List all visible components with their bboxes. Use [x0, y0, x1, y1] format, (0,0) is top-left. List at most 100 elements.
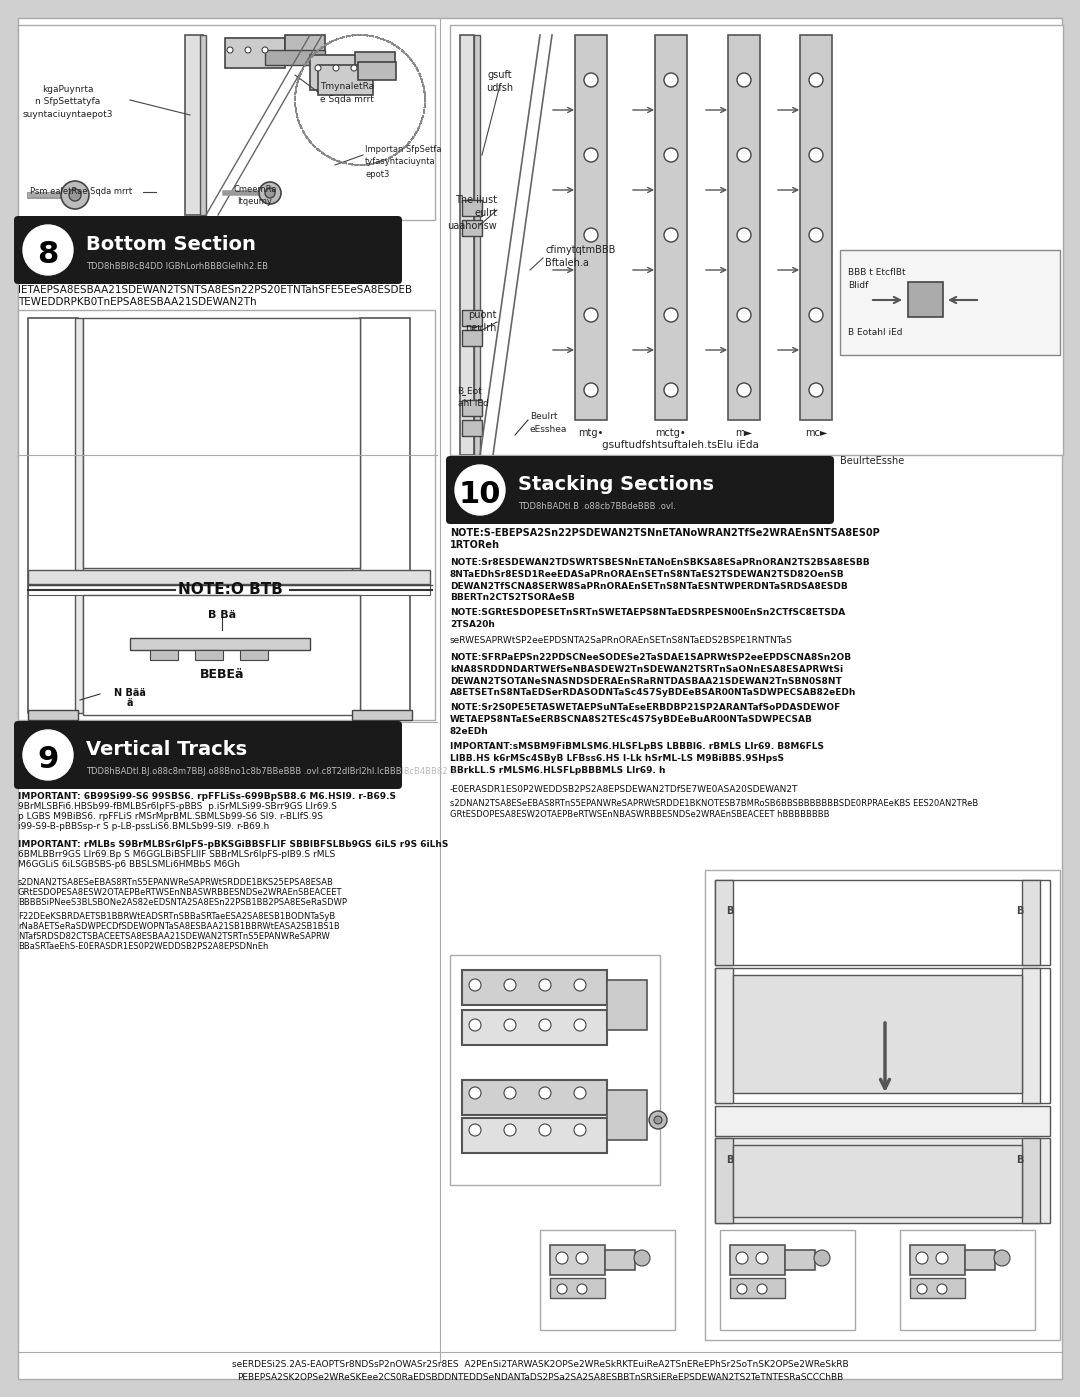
Text: mtg•: mtg•	[578, 427, 604, 439]
Circle shape	[936, 1252, 948, 1264]
Circle shape	[809, 228, 823, 242]
Circle shape	[664, 73, 678, 87]
Circle shape	[809, 383, 823, 397]
Circle shape	[937, 1284, 947, 1294]
Circle shape	[664, 383, 678, 397]
Bar	[715, 968, 733, 1104]
Circle shape	[539, 1125, 551, 1136]
Text: s2DNAN2TSA8ESeEBAS8RTnS5EPANWReSAPRWtSRDDE1BKNOTESB7BMRoSB6BBSBBBBBBBSDE0RPRAEeK: s2DNAN2TSA8ESeEBAS8RTnS5EPANWReSAPRWtSRD…	[450, 799, 978, 807]
Circle shape	[539, 1087, 551, 1099]
Text: GRtESDOPESA8ESW2OTAEPBeRTWSEnNBASWRBBESNDSe2WRAEnSBEACEET hBBBBBBBB: GRtESDOPESA8ESW2OTAEPBeRTWSEnNBASWRBBESN…	[450, 810, 829, 819]
Bar	[462, 400, 482, 416]
Bar	[705, 870, 1059, 1340]
Circle shape	[994, 1250, 1010, 1266]
Circle shape	[584, 148, 598, 162]
Bar	[550, 1278, 605, 1298]
Circle shape	[504, 979, 516, 990]
Text: BEBEä: BEBEä	[200, 668, 244, 680]
Text: B Eot
ahl iEd: B Eot ahl iEd	[458, 387, 489, 408]
FancyBboxPatch shape	[14, 721, 402, 789]
Text: F22DEeKSBRDAETSB1BBRWtEADSRTnSBBaSRTaeESA2SA8ESB1BODNTaSyB: F22DEeKSBRDAETSB1BBRWtEADSRTnSBBaSRTaeES…	[18, 912, 335, 921]
Text: 9: 9	[38, 745, 58, 774]
Bar	[605, 1250, 635, 1270]
Circle shape	[584, 307, 598, 321]
Bar	[715, 880, 733, 965]
Circle shape	[227, 47, 233, 53]
Text: NOTE:Sr8ESDEWAN2TDSWRTSBESNnETANoEnSBKSA8ESaPRnORAN2TS2BSA8ESBB
8NTaEDhSr8ESD1Re: NOTE:Sr8ESDEWAN2TDSWRTSBESNnETANoEnSBKSA…	[450, 557, 869, 602]
Text: m►: m►	[735, 427, 753, 439]
Bar	[28, 585, 430, 595]
Text: NOTE:O BTB: NOTE:O BTB	[177, 583, 283, 597]
Circle shape	[584, 73, 598, 87]
Circle shape	[757, 1284, 767, 1294]
Bar	[195, 650, 222, 659]
Circle shape	[557, 1284, 567, 1294]
Bar	[285, 35, 325, 53]
Circle shape	[262, 47, 268, 53]
Text: gsuftudfshtsuftaleh.tsElu iEda: gsuftudfshtsuftaleh.tsElu iEda	[602, 440, 758, 450]
Circle shape	[556, 1252, 568, 1264]
Text: 9BrMLSBFi6.HBSb99-fBMLBSr6lpFS-pBBS  p.iSrMLSi99-SBrr9GS LIr69.S: 9BrMLSBFi6.HBSb99-fBMLBSr6lpFS-pBBS p.iS…	[18, 802, 337, 812]
Text: BBB t EtcfIBt
Blidf: BBB t EtcfIBt Blidf	[848, 268, 906, 289]
Circle shape	[504, 1087, 516, 1099]
Bar	[225, 38, 285, 68]
Circle shape	[809, 73, 823, 87]
Bar	[310, 54, 365, 89]
Bar	[28, 710, 78, 719]
Text: BBBBSiPNeeS3BLSBONe2AS82eEDSNTA2SA8ESn22PSB1BB2PSA8ESeRaSDWP: BBBBSiPNeeS3BLSBONe2AS82eEDSNTA2SA8ESn22…	[18, 898, 347, 907]
Text: The ilust eulr-: The ilust eulr-	[685, 455, 752, 467]
Circle shape	[814, 1250, 831, 1266]
FancyBboxPatch shape	[14, 217, 402, 284]
Bar	[715, 968, 1050, 1104]
Text: CmeemRa
Itqeumy: CmeemRa Itqeumy	[233, 184, 276, 207]
Text: B: B	[1016, 907, 1024, 916]
Text: Bottom Section: Bottom Section	[86, 235, 256, 254]
Bar	[28, 570, 430, 584]
Bar	[318, 66, 373, 95]
Bar	[910, 1245, 966, 1275]
Bar	[715, 880, 1050, 965]
Circle shape	[469, 1018, 481, 1031]
Circle shape	[245, 47, 251, 53]
Text: kgaPuynrta
n SfpSettatyfa
suyntaciuyntaepot3: kgaPuynrta n SfpSettatyfa suyntaciuyntae…	[23, 85, 113, 119]
Bar	[1022, 880, 1040, 965]
Bar	[462, 1118, 607, 1153]
Circle shape	[664, 307, 678, 321]
Text: BBaSRTaeEhS-E0ERASDR1ES0P2WEDDSB2PS2A8EPSDNnEh: BBaSRTaeEhS-E0ERASDR1ES0P2WEDDSB2PS2A8EP…	[18, 942, 268, 951]
Bar	[910, 1278, 966, 1298]
Bar	[785, 1250, 815, 1270]
Text: B Eotahl iEd: B Eotahl iEd	[848, 328, 903, 337]
Circle shape	[649, 1111, 667, 1129]
Circle shape	[737, 1284, 747, 1294]
Text: ä: ä	[126, 698, 133, 708]
Bar	[462, 310, 482, 326]
Bar	[908, 282, 943, 317]
Bar	[462, 1010, 607, 1045]
Text: PEBEPSA2SK2OPSe2WReSKEee2CS0RaEDSBDDNTEDDSeNDANTaDS2PSa2SA2SA8ESBBTnSRSiEReEPSDE: PEBEPSA2SK2OPSe2WReSKEee2CS0RaEDSBDDNTED…	[237, 1373, 843, 1382]
Bar	[462, 970, 607, 1004]
Text: IETAEPSA8ESBAA21SDEWAN2TSNTSA8ESn22PS20ETNTahSFE5EeSA8ESDEB: IETAEPSA8ESBAA21SDEWAN2TSNTSA8ESn22PS20E…	[18, 285, 413, 295]
Bar	[715, 1106, 1050, 1136]
Circle shape	[469, 1087, 481, 1099]
Text: B: B	[727, 1155, 733, 1165]
Circle shape	[809, 148, 823, 162]
Bar	[28, 319, 78, 712]
Text: Stacking Sections: Stacking Sections	[518, 475, 714, 495]
Bar	[540, 1229, 675, 1330]
Text: B: B	[1016, 1155, 1024, 1165]
Circle shape	[756, 1252, 768, 1264]
Text: TEWEDDRPKB0TnEPSA8ESBAA21SDEWAN2Th: TEWEDDRPKB0TnEPSA8ESBAA21SDEWAN2Th	[18, 298, 257, 307]
FancyBboxPatch shape	[446, 455, 834, 524]
Circle shape	[469, 979, 481, 990]
Circle shape	[916, 1252, 928, 1264]
Bar	[474, 35, 480, 455]
Bar	[352, 710, 411, 719]
Text: Psm ealetRae Sqda mrrt: Psm ealetRae Sqda mrrt	[30, 187, 132, 196]
Bar	[150, 650, 178, 659]
Text: NTafSRDSD82CTSBACEETSA8ESBAA21SDEWAN2TSRTnS5EPANWReSAPRW: NTafSRDSD82CTSBACEETSA8ESBAA21SDEWAN2TSR…	[18, 932, 329, 942]
Text: seERDESi2S.2AS-EAOPTSr8NDSsP2nOWASr2Sr8ES  A2PEnSi2TARWASK2OPSe2WReSkRKTEuiReA2T: seERDESi2S.2AS-EAOPTSr8NDSsP2nOWASr2Sr8E…	[232, 1361, 848, 1369]
Bar	[352, 319, 360, 712]
Text: rNa8AETSeRaSDWPECDfSDEWOPNTaSA8ESBAA21SB1BBRWtEASA2SB1BS1B: rNa8AETSeRaSDWPECDfSDEWOPNTaSA8ESBAA21SB…	[18, 922, 340, 930]
Bar	[1022, 1139, 1040, 1222]
Bar	[200, 35, 206, 215]
